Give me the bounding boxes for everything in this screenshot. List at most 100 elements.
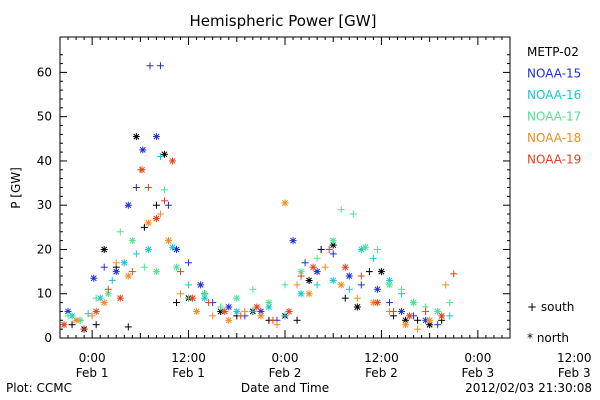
data-point	[373, 245, 381, 253]
data-point	[173, 299, 181, 307]
data-point	[90, 274, 98, 282]
y-tick-label: 20	[37, 242, 52, 256]
data-point	[285, 307, 293, 315]
data-point	[146, 62, 154, 70]
data-point	[345, 285, 353, 293]
data-point	[345, 272, 353, 280]
data-point	[329, 276, 337, 284]
data-point	[313, 281, 321, 289]
data-point	[233, 307, 241, 315]
legend-entry: NOAA-17	[527, 110, 581, 124]
data-point	[221, 307, 229, 315]
data-point	[152, 201, 160, 209]
data-points	[60, 62, 458, 333]
data-point	[112, 259, 120, 267]
data-point	[341, 263, 349, 271]
y-axis-label: P [GW]	[9, 167, 23, 209]
y-tick-label: 60	[37, 65, 52, 79]
marker-legend-entry: + south	[527, 300, 574, 314]
y-axis: 0 10 20 30 40 50 60	[37, 54, 510, 345]
data-point	[241, 307, 249, 315]
data-point	[297, 290, 305, 298]
data-point	[173, 263, 181, 271]
chart-title: Hemispheric Power [GW]	[190, 12, 377, 30]
data-point	[349, 210, 357, 218]
data-point	[177, 290, 185, 298]
data-point	[361, 243, 369, 251]
data-point	[177, 268, 185, 276]
data-point	[124, 272, 132, 280]
data-point	[60, 321, 68, 329]
marker-legend: + south * north	[527, 300, 574, 345]
data-point	[140, 263, 148, 271]
data-point	[116, 228, 124, 236]
data-point	[201, 290, 209, 298]
data-point	[152, 133, 160, 141]
data-point	[68, 321, 76, 329]
data-point	[309, 263, 317, 271]
data-point	[156, 153, 164, 161]
data-point	[313, 254, 321, 262]
data-point	[305, 290, 313, 298]
data-point	[80, 325, 88, 333]
data-point	[164, 237, 172, 245]
data-point	[414, 316, 422, 324]
legend: METP-02 NOAA-15 NOAA-16 NOAA-17 NOAA-18 NOAA-…	[527, 45, 581, 167]
data-point	[104, 285, 112, 293]
x-tick-label: 12:00	[171, 351, 206, 365]
data-point	[84, 310, 92, 318]
y-tick-label: 30	[37, 198, 52, 212]
data-point	[293, 316, 301, 324]
data-point	[100, 299, 108, 307]
data-point	[398, 285, 406, 293]
data-point	[128, 268, 136, 276]
data-point	[156, 210, 164, 218]
x-tick-date-label: Feb 3	[558, 366, 591, 380]
data-point	[329, 250, 337, 258]
data-point	[160, 186, 168, 194]
data-point	[293, 281, 301, 289]
data-point	[64, 312, 72, 320]
data-point	[369, 254, 377, 262]
data-point	[169, 157, 176, 165]
data-point	[305, 276, 313, 284]
data-point	[426, 316, 434, 324]
data-point	[217, 303, 225, 311]
data-point	[329, 241, 337, 249]
y-tick-label: 40	[37, 154, 52, 168]
data-point	[377, 268, 385, 276]
data-point	[152, 214, 160, 222]
data-point	[189, 294, 197, 302]
data-point	[450, 270, 458, 278]
data-point	[185, 259, 193, 267]
x-tick-label: 0:00	[79, 351, 106, 365]
data-point	[402, 321, 410, 329]
x-tick-date-label: Feb 1	[172, 366, 205, 380]
data-point	[289, 237, 297, 245]
data-point	[414, 325, 422, 333]
data-point	[120, 259, 128, 267]
x-tick-date-label: Feb 3	[462, 366, 495, 380]
data-point	[152, 268, 160, 276]
plot-frame	[59, 36, 511, 339]
data-point	[139, 146, 147, 154]
data-point	[373, 299, 381, 307]
data-point	[341, 294, 349, 302]
data-point	[249, 307, 257, 315]
data-point	[442, 281, 450, 289]
data-point	[317, 245, 325, 253]
data-point	[257, 312, 265, 320]
data-point	[410, 299, 418, 307]
legend-entry: NOAA-19	[527, 153, 581, 167]
x-axis-label: Date and Time	[241, 381, 329, 395]
x-tick-label: 12:00	[557, 351, 592, 365]
data-point	[132, 184, 140, 191]
data-point	[185, 281, 193, 289]
data-point	[92, 307, 100, 315]
data-point	[353, 303, 361, 311]
data-point	[237, 312, 245, 320]
data-point	[406, 312, 414, 320]
data-point	[265, 299, 273, 307]
data-point	[321, 263, 329, 271]
y-tick-label: 50	[37, 110, 52, 124]
